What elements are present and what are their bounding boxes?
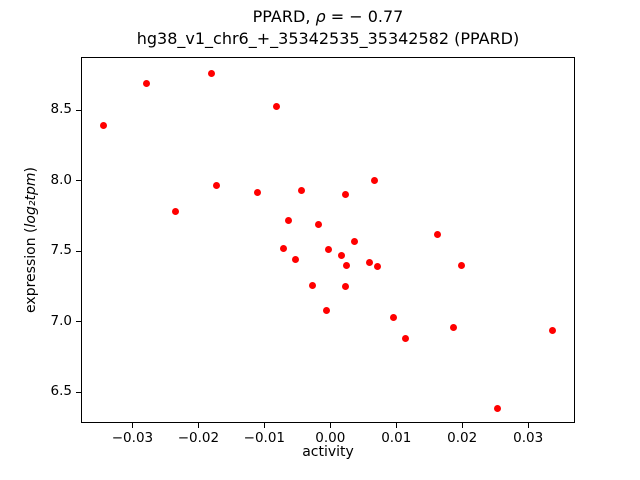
y-axis-label: expression (log₂tpm) bbox=[23, 167, 39, 313]
data-point bbox=[341, 282, 349, 290]
data-point bbox=[493, 405, 501, 413]
y-tick-label: 6.5 bbox=[50, 383, 72, 400]
x-tick-label: 0.00 bbox=[315, 430, 346, 446]
y-axis-label-suffix: ) bbox=[23, 167, 39, 173]
y-axis-label-prefix: expression ( bbox=[23, 227, 39, 313]
x-tick-label: −0.03 bbox=[111, 430, 154, 446]
data-point bbox=[390, 313, 398, 321]
y-axis-label-math: log₂tpm bbox=[23, 172, 39, 228]
data-point bbox=[450, 323, 458, 331]
y-tick-mark bbox=[76, 250, 81, 252]
y-tick-label: 8.5 bbox=[50, 101, 72, 118]
x-tick-mark bbox=[329, 423, 331, 428]
plot-area bbox=[81, 57, 575, 423]
x-tick-mark bbox=[197, 423, 199, 428]
y-tick-label: 7.0 bbox=[50, 312, 72, 329]
data-point bbox=[253, 188, 261, 196]
y-tick-mark bbox=[76, 321, 81, 323]
data-point bbox=[458, 261, 466, 269]
data-point bbox=[351, 237, 359, 245]
data-point bbox=[291, 256, 299, 264]
x-tick-label: −0.01 bbox=[243, 430, 286, 446]
y-tick-mark bbox=[76, 391, 81, 393]
y-tick-mark bbox=[76, 180, 81, 182]
data-point bbox=[401, 335, 409, 343]
title-rho-symbol: ρ bbox=[315, 7, 326, 26]
data-point bbox=[279, 244, 287, 252]
x-tick-label: 0.03 bbox=[513, 430, 544, 446]
x-tick-label: 0.02 bbox=[447, 430, 478, 446]
data-point bbox=[338, 251, 346, 259]
data-point bbox=[213, 181, 221, 189]
chart-title: PPARD, ρ = − 0.77 hg38_v1_chr6_+_3534253… bbox=[81, 6, 575, 50]
data-point bbox=[309, 281, 316, 289]
title-gene: PPARD, bbox=[252, 7, 316, 26]
data-point bbox=[208, 70, 216, 78]
x-tick-mark bbox=[461, 423, 463, 428]
y-tick-label: 8.0 bbox=[50, 171, 72, 188]
data-point bbox=[172, 208, 180, 216]
data-point bbox=[142, 80, 150, 88]
data-point bbox=[373, 263, 381, 271]
x-tick-mark bbox=[395, 423, 397, 428]
data-point bbox=[370, 177, 378, 185]
y-tick-mark bbox=[76, 109, 81, 111]
x-tick-mark bbox=[527, 423, 529, 428]
data-point bbox=[341, 191, 349, 199]
x-tick-label: 0.01 bbox=[381, 430, 412, 446]
x-axis-label: activity bbox=[302, 444, 354, 460]
title-rho-value: = − 0.77 bbox=[325, 7, 404, 26]
data-point bbox=[434, 230, 442, 238]
data-point bbox=[322, 306, 330, 314]
data-point bbox=[297, 187, 305, 195]
data-point bbox=[314, 221, 322, 228]
data-point bbox=[99, 122, 107, 130]
x-tick-mark bbox=[131, 423, 133, 428]
y-tick-label: 7.5 bbox=[50, 242, 72, 259]
data-point bbox=[285, 216, 293, 224]
chart-title-line1: PPARD, ρ = − 0.77 bbox=[81, 6, 575, 28]
x-tick-mark bbox=[263, 423, 265, 428]
data-point bbox=[272, 102, 280, 110]
x-tick-label: −0.02 bbox=[177, 430, 220, 446]
data-point bbox=[343, 261, 351, 269]
data-point bbox=[549, 326, 557, 334]
data-point bbox=[324, 246, 332, 254]
chart-title-line2: hg38_v1_chr6_+_35342535_35342582 (PPARD) bbox=[136, 29, 520, 48]
data-point bbox=[366, 259, 374, 267]
